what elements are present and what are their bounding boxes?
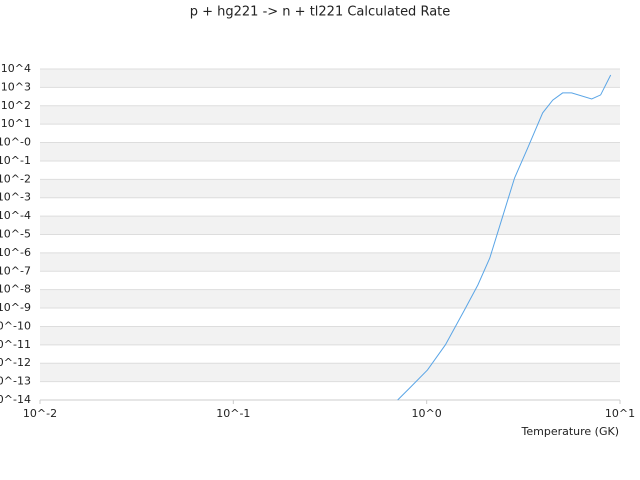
grid-band (40, 344, 620, 364)
y-tick-label: 10^-3 (0, 191, 31, 204)
grid-band (40, 326, 620, 345)
grid-band (40, 216, 620, 235)
x-tick-label: 10^-1 (216, 407, 250, 420)
y-tick-label: 10^4 (1, 62, 31, 75)
grid-band (40, 197, 620, 217)
x-axis-label: Temperature (GK) (521, 425, 620, 438)
data-line (397, 74, 612, 401)
grid-band (40, 105, 620, 125)
y-tick-label: 10^-10 (0, 319, 31, 332)
grid-band (40, 234, 620, 253)
y-tick-label: 10^-4 (0, 209, 31, 222)
grid-band (40, 252, 620, 272)
y-tick-label: 10^-11 (0, 338, 31, 351)
grid-band (40, 363, 620, 382)
x-tick-label: 10^0 (412, 407, 442, 420)
grid-band (40, 160, 620, 180)
y-tick-label: 10^3 (1, 80, 31, 93)
y-tick-label: 10^-14 (0, 393, 31, 406)
chart-title: p + hg221 -> n + tl221 Calculated Rate (190, 5, 451, 20)
y-tick-label: 10^-1 (0, 154, 31, 167)
grid-band (40, 381, 620, 400)
y-tick-label: 10^-8 (0, 283, 31, 296)
x-tick-label: 10^1 (605, 407, 635, 420)
grid-band (40, 142, 620, 161)
y-tick-label: 10^-13 (0, 375, 31, 388)
y-tick-label: 10^2 (1, 99, 31, 112)
grid-band (40, 69, 620, 88)
y-tick-label: 10^-9 (0, 301, 31, 314)
grid-band (40, 308, 620, 327)
y-tick-label: 10^-2 (0, 172, 31, 185)
x-tick-label: 10^-2 (23, 407, 57, 420)
y-tick-label: 10^-0 (0, 136, 31, 149)
grid-band (40, 289, 620, 309)
grid-band (40, 124, 620, 143)
grid-band (40, 87, 620, 106)
grid-band (40, 179, 620, 198)
y-tick-label: 10^-7 (0, 264, 31, 277)
grid-band (40, 271, 620, 290)
y-tick-label: 10^-6 (0, 246, 31, 259)
y-tick-label: 10^1 (1, 117, 31, 130)
y-tick-label: 10^-5 (0, 228, 31, 241)
y-tick-label: 10^-12 (0, 356, 31, 369)
